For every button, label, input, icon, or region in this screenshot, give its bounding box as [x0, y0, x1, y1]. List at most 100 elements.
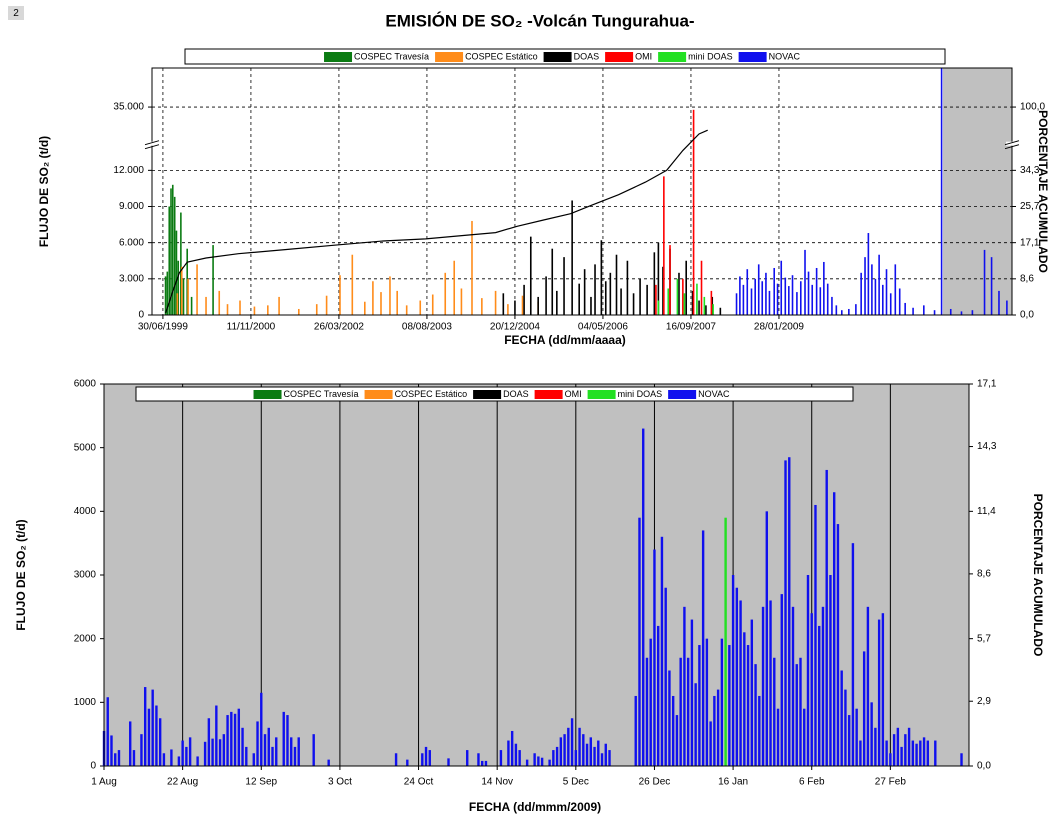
- bar: [703, 296, 706, 315]
- bar: [784, 460, 787, 766]
- bar: [696, 283, 698, 315]
- bar: [881, 613, 885, 766]
- bar: [471, 220, 473, 315]
- bar: [711, 296, 714, 315]
- y2-tick-label: 17,1: [977, 379, 997, 390]
- bar: [212, 245, 214, 315]
- bar: [983, 249, 986, 315]
- bar: [773, 657, 776, 766]
- bar: [698, 645, 701, 766]
- bar: [278, 296, 280, 315]
- bar: [394, 753, 398, 766]
- bar: [507, 740, 510, 766]
- bar: [655, 284, 657, 315]
- bar: [998, 290, 1000, 315]
- bar: [222, 734, 226, 766]
- bar: [176, 293, 179, 315]
- bar: [922, 737, 926, 766]
- legend-label: COSPEC Estático: [465, 51, 538, 61]
- bar: [185, 746, 188, 766]
- bar: [484, 760, 488, 766]
- plot-background: [152, 68, 1012, 315]
- bar: [799, 657, 802, 766]
- bar: [182, 278, 185, 315]
- bar: [871, 264, 873, 315]
- x-tick-label: 3 Oct: [328, 777, 352, 788]
- x-tick-label: 20/12/2004: [490, 322, 540, 333]
- legend-label: NOVAC: [769, 51, 801, 61]
- legend-label: mini DOAS: [688, 51, 733, 61]
- bar: [671, 695, 675, 766]
- bar: [904, 734, 907, 766]
- bar: [218, 290, 221, 315]
- axis-break-gap: [1006, 141, 1018, 146]
- bar: [158, 718, 162, 766]
- bar: [823, 261, 825, 315]
- bar: [428, 750, 431, 766]
- bar: [900, 746, 903, 766]
- bar: [807, 271, 810, 315]
- bar: [499, 750, 503, 766]
- bar: [885, 269, 888, 315]
- x-tick-label: 08/08/2003: [402, 322, 452, 333]
- bar: [177, 260, 180, 315]
- axis-break: [1004, 140, 1020, 150]
- axis-break: [144, 140, 160, 150]
- y2-tick-label: 8,6: [977, 569, 991, 580]
- bar: [180, 266, 183, 315]
- bar: [339, 275, 341, 315]
- bar: [188, 737, 192, 766]
- x-tick-label: 27 Feb: [875, 777, 907, 788]
- bar: [396, 290, 398, 315]
- bar: [132, 750, 136, 766]
- bar: [712, 304, 714, 315]
- bar: [657, 300, 660, 315]
- y2-tick-label: 2,9: [977, 696, 991, 707]
- x-tick-label: 22 Aug: [167, 777, 198, 788]
- bar: [940, 68, 943, 315]
- bar: [589, 737, 592, 766]
- legend-swatch: [738, 52, 767, 62]
- bar: [746, 645, 750, 766]
- legend-label: COSPEC Travesía: [354, 51, 429, 61]
- bar: [898, 288, 901, 315]
- bar: [810, 613, 813, 766]
- bar: [297, 737, 300, 766]
- bar: [593, 746, 596, 766]
- bar: [155, 705, 158, 766]
- bar: [600, 753, 604, 766]
- bar: [143, 687, 147, 766]
- bar: [570, 718, 574, 766]
- bar: [215, 705, 218, 766]
- legend-label: COSPEC Estático: [395, 389, 468, 399]
- bar: [776, 708, 780, 766]
- bar: [196, 264, 198, 315]
- bar: [761, 281, 764, 315]
- legend-label: DOAS: [503, 389, 529, 399]
- bar: [735, 587, 739, 766]
- bar: [710, 290, 713, 315]
- y2-axis-title: PORCENTAJE ACUMULADO: [1036, 110, 1050, 273]
- bar: [203, 741, 207, 766]
- bar: [653, 549, 656, 766]
- bar: [788, 286, 790, 315]
- bar: [645, 657, 649, 766]
- bar: [205, 296, 207, 315]
- bar: [649, 638, 652, 766]
- bar: [815, 267, 818, 315]
- bar: [548, 759, 551, 766]
- bar: [867, 233, 870, 315]
- axis-break-gap: [146, 141, 158, 146]
- bar: [211, 738, 214, 766]
- bar: [241, 727, 244, 766]
- y2-tick-label: 0,0: [1020, 310, 1034, 321]
- y-tick-label: 6.000: [119, 237, 144, 248]
- bar: [694, 683, 697, 766]
- bar: [831, 296, 833, 315]
- bar: [758, 695, 761, 766]
- bar: [821, 606, 825, 766]
- bar: [166, 271, 169, 315]
- bar: [716, 689, 720, 766]
- bar: [885, 740, 888, 766]
- x-tick-label: 28/01/2009: [754, 322, 804, 333]
